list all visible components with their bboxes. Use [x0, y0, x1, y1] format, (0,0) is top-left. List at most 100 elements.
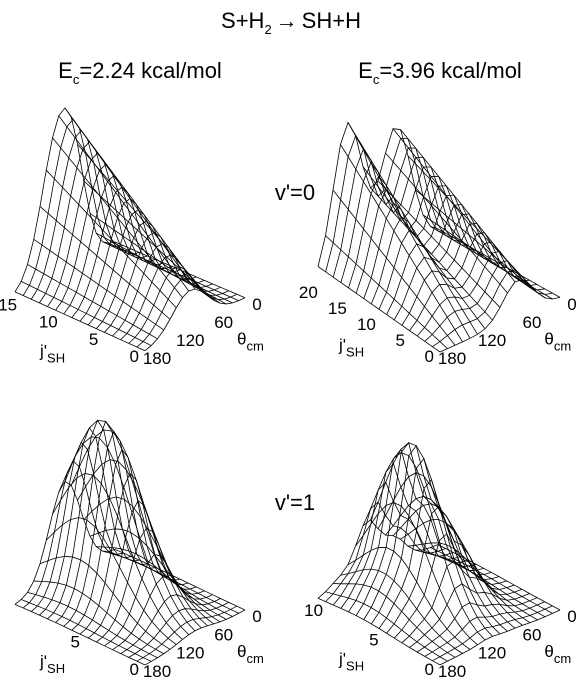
surface-mesh — [355, 175, 477, 294]
theta-tick-label: 60 — [523, 313, 542, 332]
surface-mesh — [47, 419, 148, 620]
label-sub: SH — [346, 345, 364, 360]
surface-mesh — [83, 180, 215, 301]
j-axis-label: j'SH — [338, 336, 364, 360]
surface-mesh — [64, 419, 196, 632]
j-axis-label: j'SH — [39, 342, 65, 366]
label-part: j' — [39, 652, 47, 671]
j-axis-label: j'SH — [39, 652, 65, 676]
label-part: j' — [39, 342, 47, 361]
j-tick-label: 10 — [304, 601, 323, 620]
label-part: θ — [237, 642, 246, 661]
surface-mesh — [348, 448, 469, 613]
surface-mesh — [416, 250, 538, 337]
surface-mesh — [14, 480, 116, 605]
surface-mesh — [89, 528, 221, 623]
theta-tick-label: 0 — [252, 295, 261, 314]
surface-mesh — [77, 143, 208, 297]
theta-tick-label: 180 — [143, 349, 171, 368]
surface-mesh — [30, 129, 132, 300]
theta-tick-label: 120 — [478, 644, 506, 663]
surface-mesh — [422, 549, 546, 618]
theta-axis-label: θcm — [237, 642, 264, 666]
theta-tick-label: 60 — [214, 313, 233, 332]
j-tick-label: 10 — [357, 315, 376, 334]
surface-mesh — [437, 544, 561, 611]
surface-mesh — [371, 194, 492, 305]
surface-mesh — [407, 542, 531, 624]
surface-mesh — [325, 135, 446, 272]
surface-mesh — [400, 519, 523, 626]
theta-tick-label: 120 — [176, 644, 204, 663]
label-part: =2.24 kcal/mol — [79, 58, 221, 83]
theta-axis-label: θcm — [544, 642, 571, 666]
surface-mesh — [407, 155, 531, 286]
title-text: SH+H — [302, 8, 361, 33]
column-label: Ec=2.24 kcal/mol — [58, 58, 222, 87]
label-sub: cm — [554, 339, 571, 354]
label-part: θ — [544, 642, 553, 661]
surface-mesh — [348, 166, 469, 289]
surface-mesh — [27, 591, 158, 659]
j-tick-label: 0 — [130, 660, 139, 679]
label-sub: cm — [554, 651, 571, 666]
surface-mesh — [332, 481, 454, 606]
title-text: S+H — [221, 8, 264, 33]
surface-mesh — [114, 241, 246, 299]
j-tick-label: 10 — [39, 313, 58, 332]
label-sub: SH — [47, 351, 65, 366]
theta-tick-label: 0 — [252, 607, 261, 626]
surface-mesh — [430, 547, 553, 614]
surface-mesh — [108, 550, 239, 614]
label-part: θ — [237, 330, 246, 349]
surface-mesh — [14, 603, 146, 666]
surface-mesh — [83, 496, 214, 625]
theta-tick-label: 0 — [567, 295, 576, 314]
surface-mesh — [22, 460, 124, 609]
j-tick-label: 5 — [89, 330, 98, 349]
label-sub: c — [373, 72, 380, 87]
surface-mesh — [114, 548, 246, 611]
surface-mesh — [392, 503, 516, 629]
theta-tick-label: 0 — [567, 607, 576, 626]
theta-tick-label: 180 — [438, 662, 466, 679]
theta-axis-label: θcm — [544, 330, 571, 354]
surface-mesh — [400, 129, 523, 280]
surface-mesh — [378, 478, 500, 629]
label-part: E — [358, 58, 373, 83]
surface-mesh — [112, 576, 213, 651]
surface-mesh — [70, 429, 202, 629]
surface-mesh — [102, 241, 233, 304]
surface-mesh — [385, 152, 508, 294]
theta-tick-label: 120 — [478, 331, 506, 350]
surface-mesh — [96, 232, 227, 305]
figure-title: S+H2 → SH+H — [221, 8, 361, 37]
j-axis-label: j'SH — [338, 650, 364, 674]
surface-mesh — [39, 141, 140, 304]
surface-mesh — [415, 189, 538, 294]
surface-mesh — [325, 501, 446, 602]
theta-tick-label: 180 — [143, 662, 171, 679]
surface-mesh — [14, 107, 116, 293]
surface-mesh — [89, 212, 221, 304]
label-sub: SH — [47, 661, 65, 676]
surface-mesh — [63, 430, 164, 627]
title-arrow: → — [276, 8, 298, 33]
surface-mesh — [317, 597, 441, 666]
surface-mesh — [401, 232, 522, 326]
surface-mesh — [362, 452, 486, 641]
surface-mesh — [437, 228, 561, 298]
surface-mesh — [340, 157, 461, 283]
j-tick-label: 5 — [369, 630, 378, 649]
label-sub: cm — [246, 651, 263, 666]
label-part: j' — [338, 336, 346, 355]
surface-mesh — [363, 185, 484, 299]
row-label: v'=1 — [275, 490, 315, 515]
column-label: Ec=3.96 kcal/mol — [358, 58, 522, 87]
j-tick-label: 5 — [395, 331, 404, 350]
j-tick-label: 15 — [0, 295, 17, 314]
label-sub: SH — [346, 659, 364, 674]
surface-mesh — [317, 121, 439, 267]
surface-mesh — [30, 441, 132, 612]
